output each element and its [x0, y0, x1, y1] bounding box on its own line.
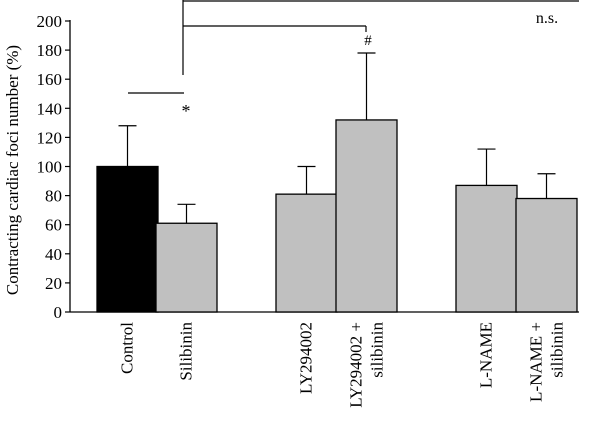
x-tick-label-line: L-NAME +: [527, 322, 546, 402]
x-tick-label-2: Silibinin: [177, 322, 196, 381]
bar-5: [455, 184, 518, 313]
x-tick-label-line: silibinin: [548, 322, 567, 378]
y-tick-label: 200: [37, 12, 63, 31]
y-tick-label: 120: [37, 128, 63, 147]
x-tick-label-3: LY294002: [297, 322, 316, 394]
x-tick-label-line: LY294002 +: [347, 322, 366, 408]
x-tick-label-4: LY294002 + silibinin: [347, 322, 387, 408]
x-tick-label-1: Control: [118, 322, 137, 374]
axes: 0 20 40 60 80 100 120 140 160 180 200: [37, 12, 579, 322]
error-bars: [118, 52, 556, 224]
significance-hash: #: [364, 33, 372, 49]
y-tick-label: 180: [37, 41, 63, 60]
y-tick-label: 40: [45, 245, 62, 264]
x-tick-label-line: Silibinin: [177, 322, 196, 381]
y-tick-label: 100: [37, 158, 63, 177]
x-tick-label-line: Control: [118, 322, 137, 374]
x-tick-labels: Control Silibinin LY294002 LY294002 + silibi…: [118, 322, 567, 408]
x-tick-label-6: L-NAME + silibinin: [527, 322, 567, 402]
bar-2: [155, 222, 218, 313]
y-tick-label: 80: [45, 187, 62, 206]
x-tick-label-line: LY294002: [297, 322, 316, 394]
bar-3: [275, 193, 338, 313]
x-tick-label-line: L-NAME: [477, 322, 496, 388]
bars: [96, 119, 578, 313]
x-tick-label-5: L-NAME: [477, 322, 496, 388]
significance-ns: n.s.: [536, 10, 558, 27]
y-tick-label: 0: [54, 303, 63, 322]
bar-6: [515, 197, 578, 313]
bar-4: [335, 119, 398, 313]
y-tick-label: 160: [37, 70, 63, 89]
y-axis-label: Contracting cardiac foci number (%): [3, 45, 22, 295]
y-tick-label: 60: [45, 216, 62, 235]
y-tick-label: 20: [45, 274, 62, 293]
y-tick-label: 140: [37, 99, 63, 118]
x-tick-label-line: silibinin: [368, 322, 387, 378]
bar-1: [96, 165, 159, 313]
significance-brackets: * # n.s.: [128, 0, 579, 121]
significance-star: *: [182, 101, 191, 121]
